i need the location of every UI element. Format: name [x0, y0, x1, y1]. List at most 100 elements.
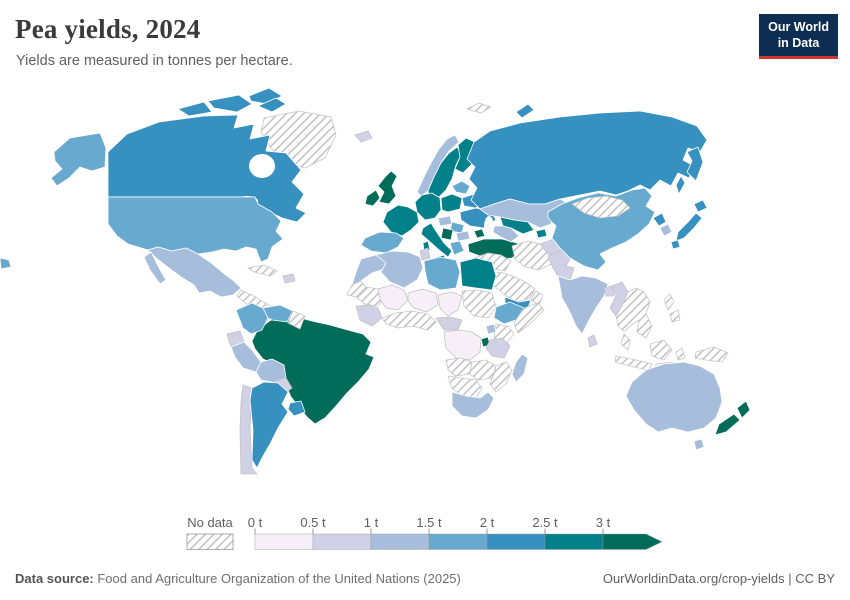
- country-azerbaijan[interactable]: [473, 228, 486, 239]
- legend-bin-swatch[interactable]: [254, 533, 314, 550]
- country-australia[interactable]: [625, 361, 723, 433]
- country-tasmania[interactable]: [693, 438, 705, 451]
- country-canada-island[interactable]: [207, 94, 253, 113]
- country-ghana-nigeria[interactable]: [381, 310, 437, 331]
- country-bangladesh[interactable]: [603, 285, 615, 297]
- data-source-label: Data source:: [15, 571, 94, 586]
- country-italy[interactable]: [420, 222, 453, 258]
- country-russia[interactable]: [466, 110, 708, 210]
- country-spain[interactable]: [360, 231, 405, 254]
- country-senegal-guinea[interactable]: [355, 304, 383, 327]
- country-uganda[interactable]: [485, 323, 497, 335]
- legend-bin-arrow[interactable]: [602, 533, 663, 550]
- country-libya[interactable]: [423, 256, 461, 291]
- country-serbia[interactable]: [440, 227, 454, 241]
- country-canada-island[interactable]: [257, 97, 287, 113]
- legend: No data 0 t 0.5 t 1 t 1.5 t 2 t 2.5 t 3 t: [186, 515, 663, 550]
- country-mali[interactable]: [377, 284, 409, 311]
- country-mozambique[interactable]: [489, 361, 513, 393]
- country-argentina[interactable]: [249, 381, 289, 469]
- country-russia-sakhalin[interactable]: [675, 175, 686, 195]
- country-southeast-asia[interactable]: [615, 287, 653, 339]
- country-colombia[interactable]: [235, 302, 269, 335]
- country-uruguay[interactable]: [287, 400, 306, 417]
- country-malaysia[interactable]: [620, 333, 631, 351]
- country-mexico-baja[interactable]: [143, 251, 167, 285]
- country-indonesia-sulawesi[interactable]: [675, 347, 686, 361]
- country-cameroon-car[interactable]: [435, 316, 463, 331]
- country-tanzania[interactable]: [485, 337, 511, 359]
- country-canada-island[interactable]: [177, 101, 213, 117]
- country-venezuela[interactable]: [262, 304, 294, 323]
- country-egypt[interactable]: [459, 257, 497, 291]
- country-japan-honshu[interactable]: [675, 212, 703, 242]
- legend-no-data-label: No data: [187, 515, 233, 530]
- legend-bin-swatch[interactable]: [370, 533, 430, 550]
- legend-bin-swatch[interactable]: [544, 533, 604, 550]
- legend-bin-swatch[interactable]: [312, 533, 372, 550]
- country-cuba[interactable]: [247, 264, 278, 277]
- country-bolivia[interactable]: [255, 358, 287, 383]
- data-source: Data source: Food and Agriculture Organi…: [15, 571, 461, 586]
- country-russia-kamchatka[interactable]: [686, 146, 704, 182]
- country-south-africa[interactable]: [451, 391, 495, 419]
- country-canada[interactable]: [107, 114, 307, 223]
- country-mexico[interactable]: [147, 246, 242, 298]
- country-iceland[interactable]: [354, 130, 373, 143]
- country-greece[interactable]: [449, 240, 465, 256]
- country-somalia[interactable]: [513, 302, 545, 334]
- legend-bin-swatch[interactable]: [486, 533, 546, 550]
- country-hawaii[interactable]: [0, 257, 12, 270]
- country-mongolia[interactable]: [571, 195, 631, 219]
- country-poland[interactable]: [440, 193, 463, 213]
- legend-tick-label: 0.5 t: [300, 515, 326, 530]
- country-hungary[interactable]: [437, 215, 453, 227]
- country-russia-novaya-zemlya[interactable]: [515, 103, 535, 119]
- country-dr-congo[interactable]: [443, 329, 482, 361]
- country-alaska[interactable]: [50, 132, 107, 187]
- page-title: Pea yields, 2024: [15, 14, 201, 44]
- footer-link[interactable]: OurWorldinData.org/crop-yields | CC BY: [602, 571, 835, 586]
- country-north-korea[interactable]: [652, 212, 667, 227]
- legend-bin-swatch[interactable]: [428, 533, 488, 550]
- country-angola[interactable]: [445, 357, 473, 377]
- country-madagascar[interactable]: [511, 353, 529, 383]
- country-hispaniola[interactable]: [282, 273, 296, 284]
- data-source-text: Food and Agriculture Organization of the…: [93, 571, 461, 586]
- country-svalbard[interactable]: [466, 102, 492, 114]
- country-tunisia[interactable]: [419, 247, 431, 261]
- country-niger[interactable]: [407, 288, 439, 313]
- owid-logo[interactable]: Our World in Data: [759, 14, 838, 59]
- country-france[interactable]: [382, 204, 420, 237]
- country-new-guinea[interactable]: [694, 346, 729, 363]
- country-philippines[interactable]: [663, 293, 675, 311]
- country-zambia-zimbabwe[interactable]: [469, 359, 497, 381]
- country-indonesia-borneo[interactable]: [649, 339, 673, 361]
- country-sudan[interactable]: [461, 289, 497, 319]
- country-guyanas[interactable]: [287, 310, 306, 330]
- country-japan-hokkaido[interactable]: [693, 199, 708, 213]
- legend-tick-label: 2.5 t: [532, 515, 558, 530]
- country-bulgaria[interactable]: [455, 230, 471, 242]
- country-sri-lanka[interactable]: [587, 334, 598, 348]
- legend-tick-label: 3 t: [596, 515, 611, 530]
- country-tajikistan[interactable]: [535, 228, 548, 239]
- country-algeria[interactable]: [375, 250, 424, 289]
- country-chad[interactable]: [437, 291, 463, 317]
- country-united-kingdom[interactable]: [377, 170, 398, 205]
- country-japan-kyushu[interactable]: [670, 239, 681, 250]
- legend-no-data-swatch[interactable]: [186, 533, 234, 550]
- country-namibia-botswana[interactable]: [447, 375, 483, 399]
- country-ireland[interactable]: [364, 189, 381, 207]
- owid-logo-line2: in Data: [777, 36, 820, 51]
- country-germany[interactable]: [414, 192, 442, 221]
- country-baltics[interactable]: [451, 180, 471, 195]
- legend-tick-label: 1 t: [364, 515, 379, 530]
- country-united-states[interactable]: [107, 196, 284, 263]
- country-indonesia-sumatra-java[interactable]: [614, 355, 653, 371]
- country-philippines-south[interactable]: [669, 309, 681, 323]
- country-india[interactable]: [557, 275, 609, 335]
- country-new-zealand-north[interactable]: [736, 400, 751, 419]
- country-new-zealand-south[interactable]: [714, 413, 741, 436]
- country-south-korea[interactable]: [659, 223, 673, 237]
